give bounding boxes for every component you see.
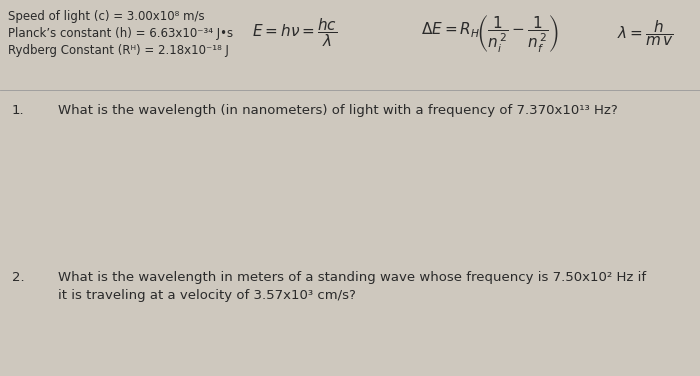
Text: $\lambda = \dfrac{h}{m\,v}$: $\lambda = \dfrac{h}{m\,v}$ <box>617 18 673 48</box>
Text: What is the wavelength (in nanometers) of light with a frequency of 7.370x10¹³ H: What is the wavelength (in nanometers) o… <box>58 104 617 117</box>
Text: $E = h\nu = \dfrac{hc}{\lambda}$: $E = h\nu = \dfrac{hc}{\lambda}$ <box>252 17 337 49</box>
Text: 1.: 1. <box>12 104 24 117</box>
Text: Planck’s constant (h) = 6.63x10⁻³⁴ J•s: Planck’s constant (h) = 6.63x10⁻³⁴ J•s <box>8 27 233 40</box>
Text: Rydberg Constant (Rᴴ) = 2.18x10⁻¹⁸ J: Rydberg Constant (Rᴴ) = 2.18x10⁻¹⁸ J <box>8 44 229 57</box>
Text: $\Delta E = R_H\!\left(\dfrac{1}{n_i^{\,2}} - \dfrac{1}{n_f^{\,2}}\right)$: $\Delta E = R_H\!\left(\dfrac{1}{n_i^{\,… <box>421 12 559 53</box>
Text: it is traveling at a velocity of 3.57x10³ cm/s?: it is traveling at a velocity of 3.57x10… <box>58 289 356 302</box>
Text: Speed of light (c) = 3.00x10⁸ m/s: Speed of light (c) = 3.00x10⁸ m/s <box>8 10 204 23</box>
Text: What is the wavelength in meters of a standing wave whose frequency is 7.50x10² : What is the wavelength in meters of a st… <box>58 271 646 284</box>
Text: 2.: 2. <box>12 271 24 284</box>
